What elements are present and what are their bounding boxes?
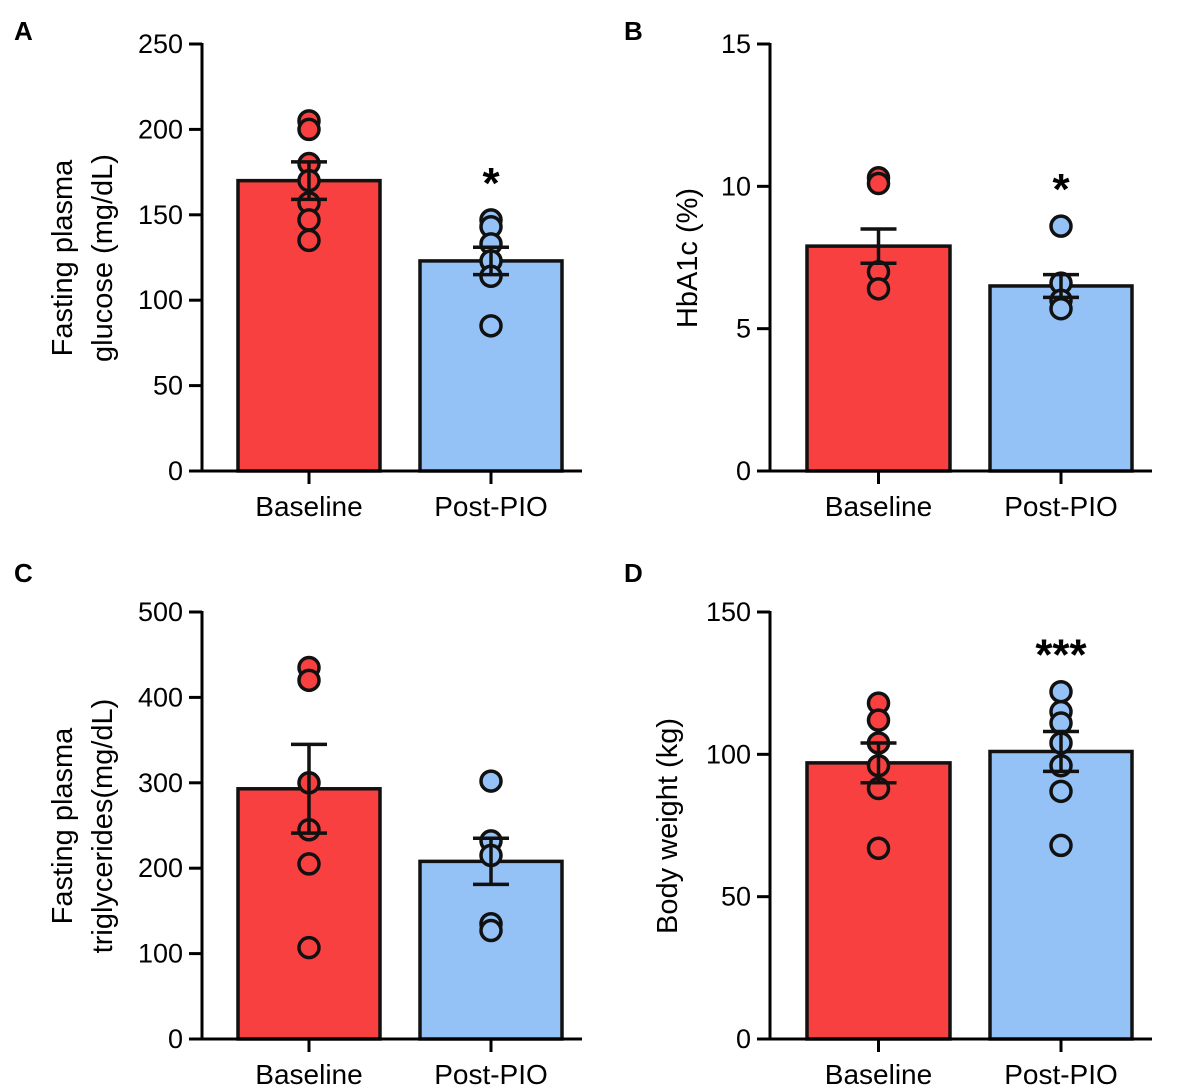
panel-d-category-label: Baseline [825, 1059, 932, 1090]
panel-b-y-tick-label: 0 [736, 456, 751, 486]
panel-b-category-label: Post-PIO [1004, 491, 1118, 522]
panel-c-y-tick-label: 100 [138, 939, 183, 969]
panel-c-letter: C [14, 558, 33, 588]
panel-c-data-point [297, 935, 321, 960]
panel-b-letter: B [624, 16, 643, 46]
panel-b-data-point [1049, 296, 1073, 321]
panel-a-y-tick-label: 50 [153, 371, 183, 401]
panel-c-y-tick-label: 0 [168, 1024, 183, 1054]
panel-a-category-label: Post-PIO [434, 491, 548, 522]
panel-d-y-axis-title: Body weight (kg) [652, 718, 684, 934]
panel-d-significance-marker: *** [1035, 631, 1087, 680]
panel-a-y-tick-label: 250 [138, 29, 183, 59]
panel-a-letter: A [14, 16, 33, 46]
panel-a-data-point [297, 117, 321, 142]
panel-d-letter: D [624, 558, 643, 588]
panel-a-significance-marker: * [482, 159, 500, 208]
panel-a-y-tick-label: 200 [138, 114, 183, 144]
panel-d-y-tick-label: 0 [736, 1024, 751, 1054]
panel-c-data-point [479, 918, 503, 943]
panel-d-y-tick-label: 100 [706, 739, 751, 769]
panel-c-y-tick-label: 400 [138, 682, 183, 712]
panel-a-y-tick-label: 100 [138, 285, 183, 315]
panel-a-bar-post-pio [418, 259, 564, 473]
panel-b-data-point [866, 277, 891, 301]
panel-b-category-label: Baseline [825, 491, 932, 522]
panel-b-y-axis-title: HbA1c (%) [672, 188, 704, 328]
panel-c-bar-post-pio [418, 859, 564, 1041]
panel-a-y-tick-label: 150 [138, 200, 183, 230]
panel-b-data-point [1049, 214, 1073, 238]
panel-c-y-axis-title: Fasting plasma [47, 727, 79, 925]
panel-a-data-point [297, 228, 321, 253]
panel-b-significance-marker: * [1052, 165, 1070, 214]
panel-b-y-tick-label: 15 [721, 29, 751, 59]
panel-c-y-axis-title: triglycerides(mg/dL) [87, 699, 119, 954]
panel-d-data-point [1049, 779, 1073, 804]
panel-d-y-tick-label: 50 [721, 882, 751, 912]
panel-c-category-label: Baseline [255, 1059, 362, 1090]
panel-c-data-point [479, 769, 503, 793]
panel-c-category-label: Post-PIO [434, 1059, 548, 1090]
panel-b-y-tick-label: 10 [721, 171, 751, 201]
panel-a-y-axis-title: Fasting plasma [47, 159, 79, 357]
panel-c-data-point [297, 668, 321, 693]
panel-c-data-point [297, 852, 321, 876]
panel-a-data-point [297, 208, 321, 232]
panel-d-y-tick-label: 150 [706, 597, 751, 627]
panel-a-data-point [479, 314, 503, 338]
panel-a-y-axis-title: glucose (mg/dL) [87, 154, 119, 362]
panel-d-bar-baseline [805, 761, 952, 1041]
panel-a-y-tick-label: 0 [168, 456, 183, 486]
panel-c-y-tick-label: 500 [138, 597, 183, 627]
panel-d-data-point [866, 708, 891, 732]
panel-d-data-point [1049, 679, 1073, 704]
panel-d-data-point [866, 836, 891, 861]
panel-c-y-tick-label: 200 [138, 853, 183, 883]
panel-d-data-point [1049, 833, 1073, 858]
panel-b-data-point [866, 171, 891, 196]
panel-b-y-tick-label: 5 [736, 314, 751, 344]
panel-a-category-label: Baseline [255, 491, 362, 522]
panel-d-category-label: Post-PIO [1004, 1059, 1118, 1090]
panel-c-y-tick-label: 300 [138, 768, 183, 798]
